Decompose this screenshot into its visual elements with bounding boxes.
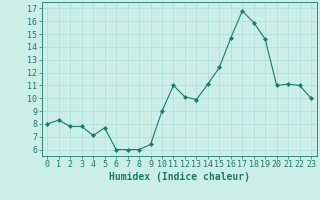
X-axis label: Humidex (Indice chaleur): Humidex (Indice chaleur) (109, 172, 250, 182)
